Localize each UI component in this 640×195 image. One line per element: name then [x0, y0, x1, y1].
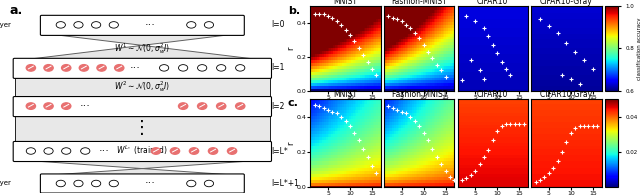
- Text: $W^{L_*}$ (trained): $W^{L_*}$ (trained): [116, 143, 168, 157]
- Title: CIFAR10: CIFAR10: [477, 90, 509, 99]
- Polygon shape: [28, 35, 257, 59]
- Text: l=L*: l=L*: [271, 146, 288, 155]
- Circle shape: [61, 65, 71, 71]
- FancyBboxPatch shape: [40, 15, 244, 35]
- Title: MNIST: MNIST: [333, 0, 358, 6]
- Circle shape: [198, 103, 207, 109]
- Polygon shape: [15, 77, 270, 98]
- Polygon shape: [15, 116, 270, 142]
- Title: CIFAR10-Gray: CIFAR10-Gray: [540, 0, 593, 6]
- Text: $W^2\sim\mathcal{N}(0,\sigma_w^2 I)$: $W^2\sim\mathcal{N}(0,\sigma_w^2 I)$: [114, 80, 170, 94]
- Circle shape: [26, 103, 35, 109]
- Text: ···: ···: [145, 178, 156, 189]
- X-axis label: L: L: [564, 101, 569, 110]
- Text: ···: ···: [99, 146, 109, 156]
- X-axis label: L: L: [417, 101, 422, 110]
- Circle shape: [44, 103, 53, 109]
- Text: b.: b.: [288, 6, 300, 16]
- Circle shape: [44, 65, 53, 71]
- FancyBboxPatch shape: [40, 174, 244, 193]
- Text: l=L*+1: l=L*+1: [271, 179, 300, 188]
- FancyBboxPatch shape: [13, 58, 271, 78]
- FancyBboxPatch shape: [13, 97, 271, 117]
- Circle shape: [179, 103, 188, 109]
- Title: CIFAR10 Gray: CIFAR10 Gray: [540, 90, 593, 99]
- Circle shape: [79, 65, 88, 71]
- Text: $W^1\sim\mathcal{N}(0,\sigma_w^2 I)$: $W^1\sim\mathcal{N}(0,\sigma_w^2 I)$: [114, 41, 170, 56]
- Text: output layer: output layer: [0, 181, 12, 186]
- X-axis label: L: L: [343, 101, 348, 110]
- Circle shape: [189, 148, 198, 154]
- Text: ⋮: ⋮: [133, 119, 151, 137]
- Circle shape: [236, 103, 245, 109]
- Text: ···: ···: [130, 63, 141, 73]
- Title: MNIST: MNIST: [333, 90, 358, 99]
- Title: Fashion MNIST: Fashion MNIST: [392, 90, 447, 99]
- Circle shape: [115, 65, 124, 71]
- Circle shape: [216, 103, 226, 109]
- Polygon shape: [28, 160, 257, 175]
- Circle shape: [151, 148, 161, 154]
- Circle shape: [227, 148, 237, 154]
- Title: CIFAR10: CIFAR10: [477, 0, 509, 6]
- Text: ···: ···: [80, 101, 91, 111]
- Y-axis label: r: r: [286, 47, 295, 50]
- Y-axis label: classification accuracy: classification accuracy: [637, 17, 640, 80]
- Title: Fashion-MNIST: Fashion-MNIST: [391, 0, 447, 6]
- X-axis label: L: L: [490, 101, 495, 110]
- Circle shape: [209, 148, 218, 154]
- Text: l=0: l=0: [271, 20, 285, 29]
- Circle shape: [170, 148, 180, 154]
- Text: l=2: l=2: [271, 102, 285, 111]
- Text: ···: ···: [145, 20, 156, 30]
- Circle shape: [97, 65, 106, 71]
- Y-axis label: r: r: [286, 142, 295, 145]
- FancyBboxPatch shape: [13, 141, 271, 161]
- Text: input layer: input layer: [0, 22, 12, 28]
- Circle shape: [61, 103, 71, 109]
- Text: c.: c.: [288, 98, 299, 107]
- Text: l=1: l=1: [271, 63, 285, 72]
- Circle shape: [26, 65, 35, 71]
- Text: a.: a.: [9, 4, 22, 17]
